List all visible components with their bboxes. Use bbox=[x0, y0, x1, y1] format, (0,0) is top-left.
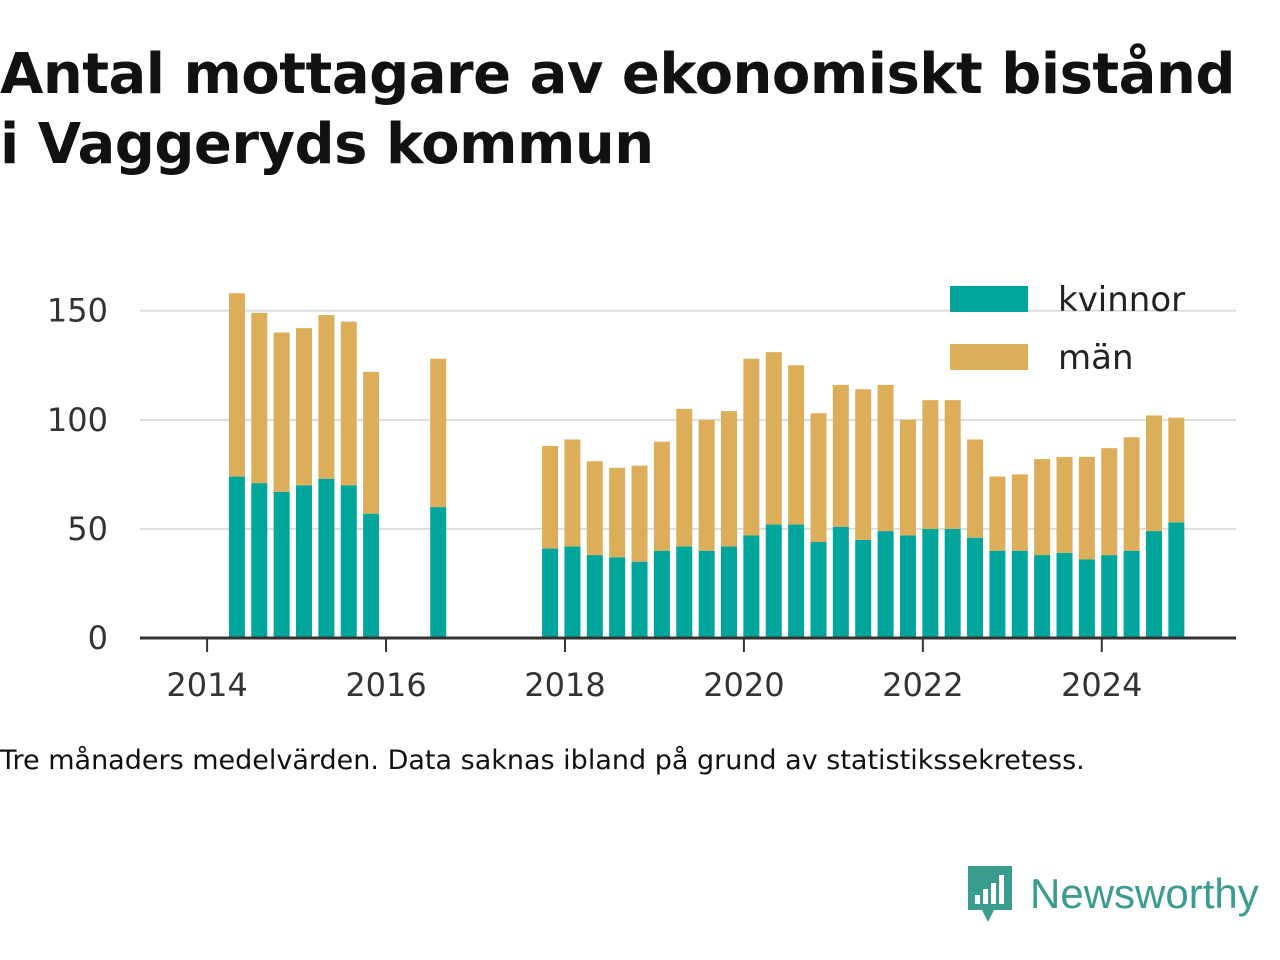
bar-kvinnor bbox=[586, 555, 603, 638]
bar-man bbox=[363, 371, 380, 514]
bar-man bbox=[1123, 437, 1140, 551]
bar-kvinnor bbox=[676, 546, 693, 638]
bar-kvinnor bbox=[228, 476, 245, 638]
bar-man bbox=[228, 293, 245, 477]
bar-man bbox=[855, 389, 872, 540]
bar-man bbox=[721, 411, 738, 547]
bar-kvinnor bbox=[698, 550, 715, 638]
bar-kvinnor bbox=[1123, 550, 1140, 638]
bar-kvinnor bbox=[1101, 555, 1118, 638]
chart-title: Antal mottagare av ekonomiskt bistånd i … bbox=[0, 40, 1280, 180]
bar-kvinnor bbox=[810, 542, 827, 638]
x-tick-label: 2014 bbox=[166, 666, 247, 704]
bar-kvinnor bbox=[743, 535, 760, 638]
bar-kvinnor bbox=[631, 561, 648, 638]
brand-name: Newsworthy bbox=[1030, 870, 1259, 917]
bar-kvinnor bbox=[273, 491, 290, 638]
bar-kvinnor bbox=[877, 531, 894, 638]
bar-man bbox=[877, 384, 894, 532]
title-line-1: Antal mottagare av ekonomiskt bistånd bbox=[0, 42, 1235, 107]
bar-man bbox=[653, 441, 670, 551]
bar-kvinnor bbox=[832, 526, 849, 638]
bar-man bbox=[810, 413, 827, 542]
y-tick-label: 100 bbox=[47, 401, 108, 439]
bar-man bbox=[1145, 415, 1162, 532]
bar-man bbox=[1101, 448, 1118, 556]
bar-kvinnor bbox=[765, 524, 782, 638]
legend-label: män bbox=[1058, 338, 1134, 378]
x-tick-label: 2024 bbox=[1061, 666, 1142, 704]
bar-man bbox=[899, 419, 916, 536]
bar-kvinnor bbox=[855, 539, 872, 638]
bar-kvinnor bbox=[430, 507, 447, 638]
bar-man bbox=[1056, 456, 1073, 553]
bar-kvinnor bbox=[922, 528, 939, 638]
bar-man bbox=[676, 408, 693, 547]
bar-man bbox=[989, 476, 1006, 551]
bar-man bbox=[430, 358, 447, 508]
bar-man bbox=[542, 446, 559, 549]
bar-kvinnor bbox=[1145, 531, 1162, 638]
bar-man bbox=[1078, 456, 1095, 560]
bar-kvinnor bbox=[989, 550, 1006, 638]
x-tick-label: 2016 bbox=[345, 666, 426, 704]
bar-kvinnor bbox=[609, 557, 626, 638]
bar-man bbox=[698, 419, 715, 551]
footnote: Tre månaders medelvärden. Data saknas ib… bbox=[0, 745, 1085, 776]
bar-man bbox=[251, 312, 268, 484]
brand-logo: Newsworthy bbox=[964, 862, 1259, 926]
bar-man bbox=[586, 461, 603, 556]
bar-man bbox=[564, 439, 581, 547]
bar-kvinnor bbox=[363, 513, 380, 638]
bar-man bbox=[340, 321, 357, 486]
bar-kvinnor bbox=[1011, 550, 1028, 638]
bar-man bbox=[1168, 417, 1185, 523]
bar-man bbox=[922, 400, 939, 529]
bar-man bbox=[743, 358, 760, 536]
bar-kvinnor bbox=[318, 478, 335, 638]
legend-swatch-kvinnor bbox=[950, 286, 1028, 312]
bar-kvinnor bbox=[340, 485, 357, 638]
bar-man bbox=[765, 352, 782, 525]
bar-kvinnor bbox=[721, 546, 738, 638]
legend-swatch-man bbox=[950, 344, 1028, 370]
newsworthy-chart-bubble-icon bbox=[968, 866, 1012, 922]
bar-kvinnor bbox=[1078, 559, 1095, 638]
bar-man bbox=[1034, 459, 1051, 556]
y-tick-label: 0 bbox=[88, 619, 108, 657]
legend-label: kvinnor bbox=[1058, 280, 1185, 320]
bar-man bbox=[967, 439, 984, 538]
y-tick-label: 50 bbox=[67, 510, 108, 548]
bar-man bbox=[1011, 474, 1028, 551]
bar-kvinnor bbox=[542, 548, 559, 638]
bar-kvinnor bbox=[1034, 555, 1051, 638]
y-tick-label: 150 bbox=[47, 292, 108, 330]
bar-man bbox=[832, 384, 849, 527]
bar-man bbox=[609, 467, 626, 558]
title-line-2: i Vaggeryds kommun bbox=[0, 112, 654, 177]
bar-kvinnor bbox=[251, 483, 268, 638]
bar-kvinnor bbox=[1056, 552, 1073, 638]
x-tick-label: 2022 bbox=[882, 666, 963, 704]
bar-kvinnor bbox=[1168, 522, 1185, 638]
x-tick-label: 2020 bbox=[703, 666, 784, 704]
x-tick-label: 2018 bbox=[524, 666, 605, 704]
bar-man bbox=[944, 400, 961, 529]
bar-kvinnor bbox=[967, 537, 984, 638]
bar-kvinnor bbox=[296, 485, 313, 638]
bar-kvinnor bbox=[653, 550, 670, 638]
bar-man bbox=[296, 328, 313, 486]
bar-man bbox=[788, 365, 805, 525]
bar-man bbox=[318, 315, 335, 479]
bar-kvinnor bbox=[944, 528, 961, 638]
bar-man bbox=[273, 332, 290, 492]
bar-kvinnor bbox=[564, 546, 581, 638]
bar-kvinnor bbox=[788, 524, 805, 638]
bar-man bbox=[631, 465, 648, 562]
bar-kvinnor bbox=[899, 535, 916, 638]
bar-chart: 0 50 100 150 2014 2016 2018 2020 2022 2024 kvinnor… bbox=[47, 280, 1236, 704]
